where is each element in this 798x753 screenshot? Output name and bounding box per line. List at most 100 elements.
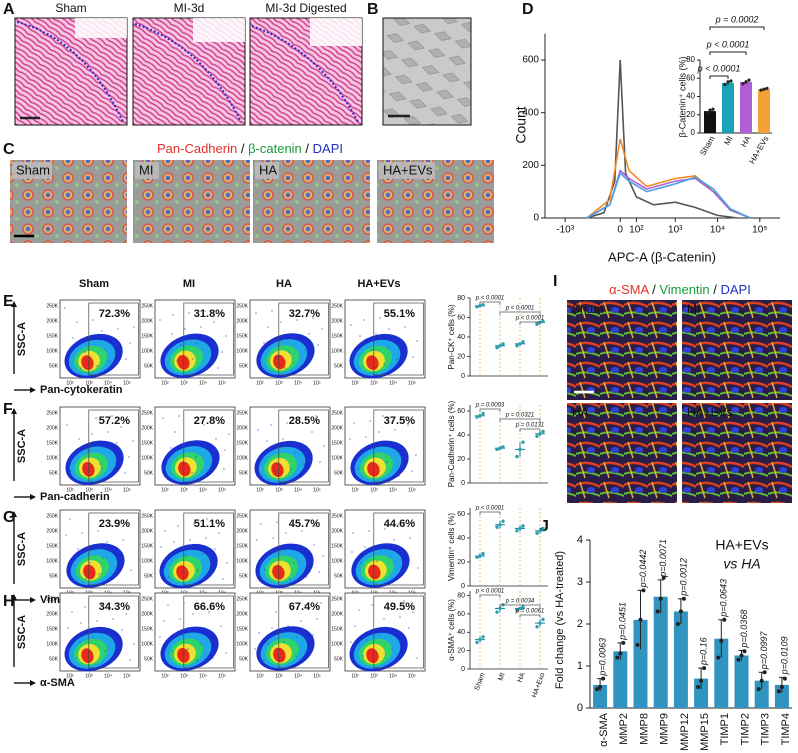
bar — [704, 111, 716, 133]
scatter-dot — [311, 431, 313, 433]
scatter-dot — [257, 429, 259, 431]
x-tick-label: 10⁴ — [104, 380, 112, 386]
y-tick-label: 50K — [49, 470, 59, 476]
data-point — [711, 107, 715, 111]
data-point — [498, 523, 502, 527]
arrow-head — [30, 680, 36, 686]
p-value: p=0.0063 — [597, 638, 607, 677]
scatter-dot — [321, 328, 323, 330]
scatter-dot — [384, 528, 386, 530]
x-tick-label: 10² — [256, 380, 264, 386]
p-value: p=0.0997 — [759, 631, 769, 671]
scatter-dot — [316, 618, 318, 620]
scatter-dot — [359, 335, 361, 337]
scatter-dot — [224, 449, 226, 451]
scatter-dot — [362, 655, 364, 657]
scatter-dot — [309, 560, 311, 562]
scatter-dot — [196, 342, 198, 344]
gate — [183, 595, 234, 669]
data-point — [481, 303, 485, 307]
scatter-dot — [162, 417, 164, 419]
scatter-dot — [291, 609, 293, 611]
y-tick-label: 0 — [461, 583, 465, 590]
y-tick-label: 60 — [457, 314, 465, 321]
x-tick-label: 10² — [256, 673, 264, 679]
y-axis-title: SSC-A — [16, 429, 28, 463]
arrow-head — [30, 597, 36, 603]
scatter-dot — [164, 530, 166, 532]
scatter-dot — [225, 652, 227, 654]
image-label: MI — [139, 162, 153, 177]
y-tick-label: 50K — [144, 573, 154, 579]
scatter-dot — [65, 534, 67, 536]
scatter-dot — [181, 571, 183, 573]
scatter-dot — [177, 525, 179, 527]
x-tick-label: TIMP3 — [760, 713, 772, 745]
scatter-dot — [92, 636, 94, 638]
scatter-dot — [379, 634, 381, 636]
y-tick-label: 60 — [457, 511, 465, 518]
label-box — [255, 162, 279, 179]
title-part: Vimentin — [659, 282, 709, 297]
y-tick-label: 150K — [331, 440, 343, 446]
panel-title: α-SMA / Vimentin / DAPI — [609, 282, 751, 297]
scatter-dot — [394, 429, 396, 431]
data-point — [702, 666, 707, 671]
y-tick-label: 250K — [236, 596, 248, 602]
panel-label: I — [553, 273, 557, 290]
scatter-dot — [379, 317, 381, 319]
p-value: p = 0.0034 — [505, 599, 535, 605]
scatter-dot — [282, 438, 284, 440]
scatter-dot — [115, 461, 117, 463]
data-point — [498, 344, 502, 348]
scatter-dot — [404, 326, 406, 328]
label-box — [12, 162, 52, 179]
y-tick-label: 200K — [141, 318, 153, 324]
data-point — [518, 526, 522, 531]
scatter-dot — [215, 438, 217, 440]
data-point — [541, 617, 545, 622]
y-tick-label: 80 — [457, 592, 465, 599]
scatter-dot — [413, 521, 415, 523]
y-axis-title: Fold change (vs HA-treated) — [554, 551, 566, 689]
scatter-dot — [287, 625, 289, 627]
scatter-dot — [271, 310, 273, 312]
scatter-dot — [124, 472, 126, 474]
y-tick-label: 100K — [46, 641, 58, 647]
y-tick-label: 60 — [457, 408, 465, 415]
data-point — [699, 678, 704, 683]
y-tick-label: 250K — [46, 513, 58, 519]
scatter-dot — [409, 537, 411, 539]
y-tick-label: 2 — [577, 618, 583, 630]
y-tick-label: 50K — [49, 363, 59, 369]
scatter-dot — [402, 459, 404, 461]
bar — [673, 611, 688, 708]
x-tick-label: 10⁵ — [408, 487, 416, 493]
data-point — [538, 529, 542, 533]
data-point — [736, 657, 741, 662]
background — [310, 18, 362, 46]
y-tick-label: 250K — [46, 410, 58, 416]
scatter-dot — [255, 312, 257, 314]
y-tick-label: 150K — [331, 333, 343, 339]
scatter-dot — [176, 360, 178, 362]
data-point — [618, 651, 623, 656]
y-tick-label: 150K — [331, 626, 343, 632]
x-tick-label: 10⁵ — [313, 380, 321, 386]
scatter-dot — [128, 456, 130, 458]
y-tick-label: 200K — [331, 528, 343, 534]
background — [193, 18, 245, 42]
data-point — [515, 344, 519, 348]
y-tick-label: 600 — [522, 55, 539, 66]
scatter-dot — [380, 544, 382, 546]
scatter-dot — [83, 465, 85, 467]
x-tick-label: 10⁴ — [104, 673, 112, 679]
scatter-dot — [415, 454, 417, 456]
scatter-dot — [283, 641, 285, 643]
scatter-dot — [275, 611, 277, 613]
scatter-dot — [159, 636, 161, 638]
data-point — [765, 86, 769, 90]
y-axis-title: Pan-Cadherin⁺ cells (%) — [447, 400, 456, 487]
histogram-line — [586, 171, 751, 219]
scatter-dot — [375, 650, 377, 652]
